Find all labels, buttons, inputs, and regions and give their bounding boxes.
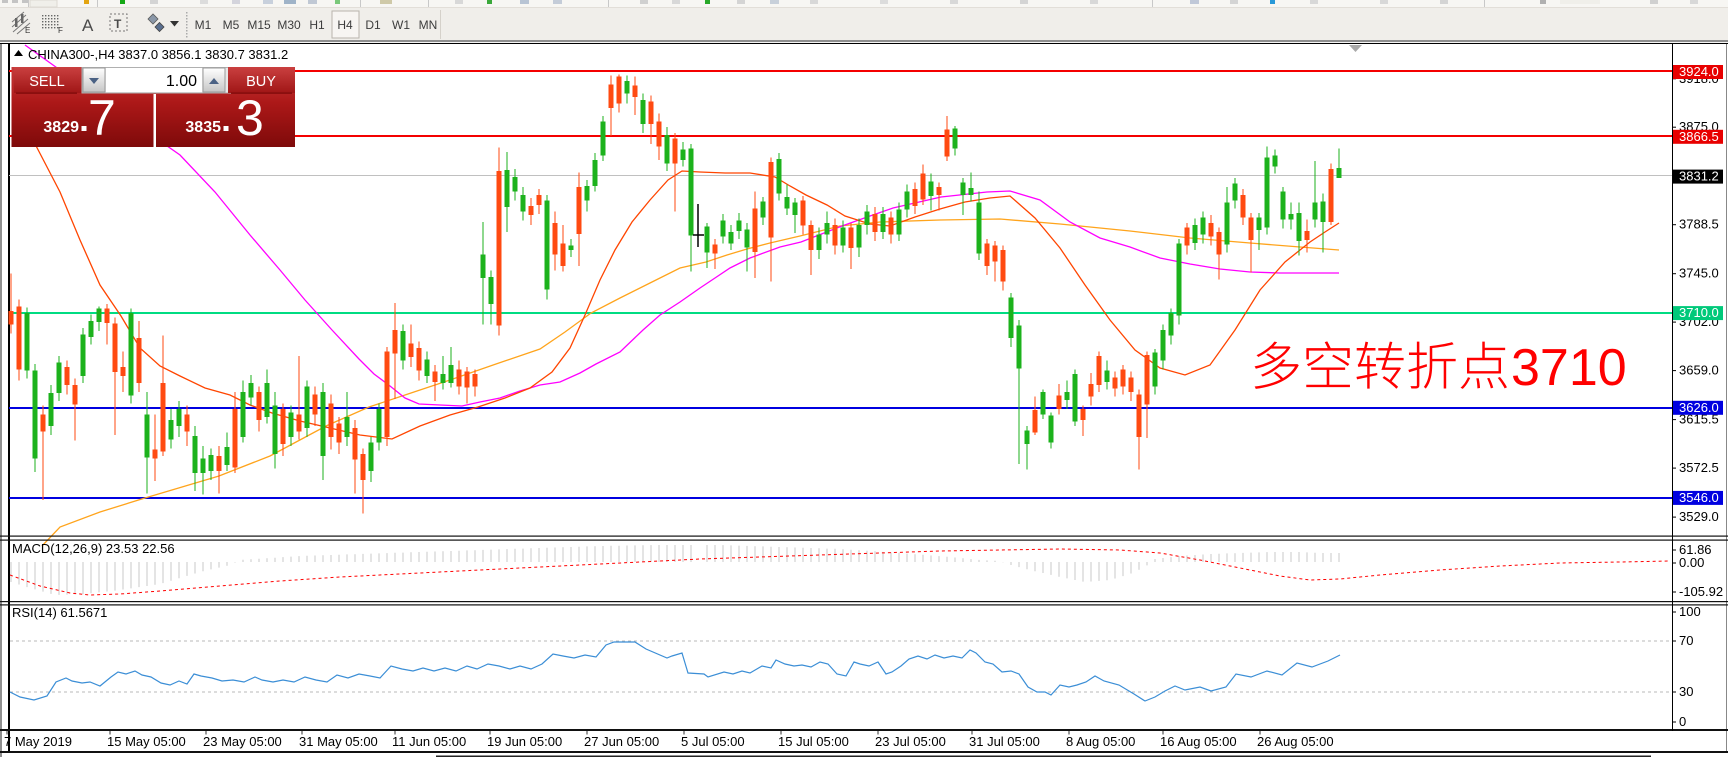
svg-text:27 Jun 05:00: 27 Jun 05:00 bbox=[584, 734, 659, 749]
svg-text:3866.5: 3866.5 bbox=[1679, 129, 1719, 144]
svg-text:M1: M1 bbox=[195, 18, 212, 32]
svg-text:M5: M5 bbox=[223, 18, 240, 32]
svg-text:3710.0: 3710.0 bbox=[1679, 305, 1719, 320]
svg-text:15 May 05:00: 15 May 05:00 bbox=[107, 734, 186, 749]
svg-text:RSI(14) 61.5671: RSI(14) 61.5671 bbox=[12, 605, 107, 620]
svg-text:23 Jul 05:00: 23 Jul 05:00 bbox=[875, 734, 946, 749]
svg-text:61.86: 61.86 bbox=[1679, 542, 1712, 557]
svg-text:H1: H1 bbox=[309, 18, 325, 32]
svg-text:3572.5: 3572.5 bbox=[1679, 460, 1719, 475]
svg-text:BUY: BUY bbox=[246, 74, 276, 90]
svg-text:31 Jul 05:00: 31 Jul 05:00 bbox=[969, 734, 1040, 749]
svg-text:100: 100 bbox=[1679, 604, 1701, 619]
svg-text:3829: 3829 bbox=[43, 119, 79, 136]
svg-text:5 Jul 05:00: 5 Jul 05:00 bbox=[681, 734, 745, 749]
svg-text:3835: 3835 bbox=[185, 119, 221, 136]
svg-text:3710: 3710 bbox=[1511, 339, 1627, 397]
svg-text:D1: D1 bbox=[365, 18, 381, 32]
svg-text:0.00: 0.00 bbox=[1679, 555, 1704, 570]
svg-text:CHINA300-,H4 3837.0 3856.1 38: CHINA300-,H4 3837.0 3856.1 3830.7 3831.2 bbox=[28, 47, 288, 62]
svg-text:T: T bbox=[114, 17, 122, 31]
svg-text:11 Jun 05:00: 11 Jun 05:00 bbox=[392, 734, 466, 749]
svg-text:3: 3 bbox=[236, 90, 264, 146]
svg-text:3659.0: 3659.0 bbox=[1679, 363, 1719, 378]
svg-text:3788.5: 3788.5 bbox=[1679, 217, 1719, 232]
svg-text:M30: M30 bbox=[277, 18, 301, 32]
svg-text:W1: W1 bbox=[392, 18, 410, 32]
svg-text:3745.0: 3745.0 bbox=[1679, 266, 1719, 281]
svg-text:23 May 05:00: 23 May 05:00 bbox=[203, 734, 282, 749]
svg-text:3831.2: 3831.2 bbox=[1679, 169, 1719, 184]
svg-text:A: A bbox=[82, 16, 94, 35]
svg-text:15 Jul 05:00: 15 Jul 05:00 bbox=[778, 734, 849, 749]
svg-text:1.00: 1.00 bbox=[166, 73, 197, 90]
svg-text:7: 7 bbox=[88, 90, 116, 146]
svg-text:3626.0: 3626.0 bbox=[1679, 400, 1719, 415]
svg-text:3529.0: 3529.0 bbox=[1679, 509, 1719, 524]
svg-text:8 Aug 05:00: 8 Aug 05:00 bbox=[1066, 734, 1135, 749]
svg-text:SELL: SELL bbox=[29, 74, 64, 90]
svg-text:3924.0: 3924.0 bbox=[1679, 64, 1719, 79]
svg-text:MACD(12,26,9) 23.53 22.56: MACD(12,26,9) 23.53 22.56 bbox=[12, 541, 175, 556]
svg-text:MN: MN bbox=[419, 18, 438, 32]
svg-text:H4: H4 bbox=[337, 18, 353, 32]
svg-text:19 Jun 05:00: 19 Jun 05:00 bbox=[487, 734, 562, 749]
svg-text:M15: M15 bbox=[247, 18, 271, 32]
svg-text:30: 30 bbox=[1679, 684, 1693, 699]
svg-text:31 May 05:00: 31 May 05:00 bbox=[299, 734, 378, 749]
svg-text:E: E bbox=[25, 26, 30, 35]
svg-text:7 May 2019: 7 May 2019 bbox=[4, 734, 72, 749]
svg-text:26 Aug 05:00: 26 Aug 05:00 bbox=[1257, 734, 1334, 749]
svg-text:70: 70 bbox=[1679, 633, 1693, 648]
svg-text:-105.92: -105.92 bbox=[1679, 584, 1723, 599]
svg-text:16 Aug 05:00: 16 Aug 05:00 bbox=[1160, 734, 1237, 749]
svg-text:F: F bbox=[58, 26, 63, 35]
svg-text:3615.5: 3615.5 bbox=[1679, 412, 1719, 427]
svg-text:0: 0 bbox=[1679, 714, 1686, 729]
svg-text:3546.0: 3546.0 bbox=[1679, 490, 1719, 505]
